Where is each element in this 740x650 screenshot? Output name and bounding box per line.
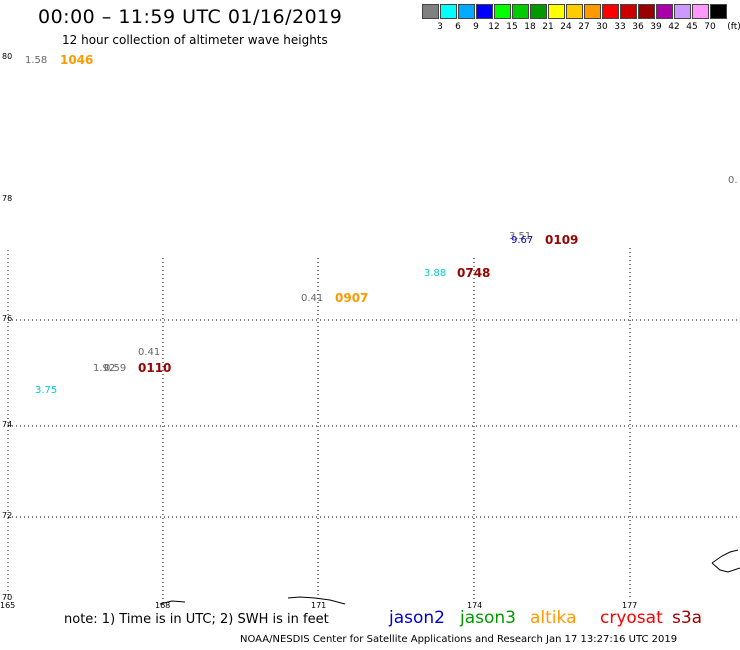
colorbar-label: 27 — [578, 22, 590, 32]
colorbar-label: 24 — [560, 22, 572, 32]
lon-label-168: 168 — [155, 601, 171, 610]
colorbar-swatch — [512, 4, 529, 19]
colorbar-swatch — [656, 4, 673, 19]
colorbar-label: 36 — [632, 22, 644, 32]
colorbar-swatch — [530, 4, 547, 19]
map-canvas — [7, 248, 740, 605]
colorbar-swatch — [440, 4, 457, 19]
obs-time: 0907 — [335, 291, 369, 305]
satellite-jason3: jason3 — [460, 608, 516, 628]
colorbar-swatch — [692, 4, 709, 19]
lat-label-72: 72 — [2, 511, 13, 520]
colorbar-label: 21 — [542, 22, 554, 32]
coastline-south-1 — [287, 596, 346, 605]
colorbar-swatch — [710, 4, 727, 19]
lon-label-165: 165 — [0, 601, 16, 610]
obs-swh: 0.41 — [138, 347, 161, 358]
obs-time: 1046 — [60, 53, 94, 67]
obs-swh: 1.58 — [25, 55, 48, 66]
map-subtitle: 12 hour collection of altimeter wave hei… — [62, 33, 328, 47]
credit-line: NOAA/NESDIS Center for Satellite Applica… — [240, 634, 678, 645]
lat-label-74: 74 — [2, 420, 13, 429]
obs-time: 0110 — [138, 361, 172, 375]
lon-label-174: 174 — [467, 601, 483, 610]
colorbar-swatch — [674, 4, 691, 19]
colorbar-swatch — [638, 4, 655, 19]
colorbar-swatch — [584, 4, 601, 19]
colorbar-swatches — [422, 4, 728, 19]
obs-swh: 3.88 — [424, 268, 447, 279]
colorbar-swatch — [602, 4, 619, 19]
colorbar-label: 15 — [506, 22, 518, 32]
coastline — [159, 549, 740, 605]
colorbar-unit: (ft) — [727, 22, 740, 32]
colorbar-label: 6 — [455, 22, 461, 32]
lat-label-70: 70 — [2, 593, 13, 602]
colorbar-label: 9 — [473, 22, 479, 32]
lon-label-177: 177 — [622, 601, 638, 610]
satellite-altika: altika — [530, 608, 577, 628]
footer-note: note: 1) Time is in UTC; 2) SWH is in fe… — [64, 612, 329, 627]
obs-swh: 1.92 — [93, 363, 116, 374]
colorbar-swatch — [422, 4, 439, 19]
lat-label-80: 80 — [2, 52, 13, 61]
colorbar-label: 33 — [614, 22, 626, 32]
colorbar-label: 18 — [524, 22, 536, 32]
obs-time: 0748 — [457, 266, 491, 280]
coastline-east — [711, 549, 740, 573]
lat-label-78: 78 — [2, 194, 13, 203]
satellite-cryosat: cryosat — [600, 608, 663, 628]
colorbar-label: 12 — [488, 22, 500, 32]
obs-swh: 3.51 — [509, 231, 532, 242]
colorbar-label: 42 — [668, 22, 680, 32]
colorbar-swatch — [548, 4, 565, 19]
colorbar-label: 39 — [650, 22, 662, 32]
colorbar-swatch — [494, 4, 511, 19]
obs-swh: 0.41 — [301, 293, 324, 304]
colorbar-swatch — [566, 4, 583, 19]
colorbar-label: 45 — [686, 22, 698, 32]
graticule — [7, 248, 740, 600]
obs-swh: 0.59 — [104, 363, 127, 374]
obs-swh: 3.75 — [35, 385, 58, 396]
colorbar-swatch — [620, 4, 637, 19]
colorbar-label: 70 — [704, 22, 716, 32]
lon-label-171: 171 — [311, 601, 327, 610]
map-title: 00:00 – 11:59 UTC 01/16/2019 — [38, 6, 343, 28]
satellite-jason2: jason2 — [389, 608, 445, 628]
obs-swh: 0. — [728, 175, 738, 186]
colorbar-legend: 3 6 9 12 15 18 21 24 27 30 33 36 39 42 45 70 (ft) — [422, 4, 740, 32]
colorbar-label: 3 — [437, 22, 443, 32]
lat-label-76: 76 — [2, 314, 13, 323]
colorbar-swatch — [458, 4, 475, 19]
obs-time: 0109 — [545, 233, 579, 247]
colorbar-label: 30 — [596, 22, 608, 32]
satellite-s3a: s3a — [672, 608, 703, 628]
colorbar-swatch — [476, 4, 493, 19]
coastline-south-2 — [159, 600, 186, 605]
obs-swh: 9.67 — [511, 235, 534, 246]
